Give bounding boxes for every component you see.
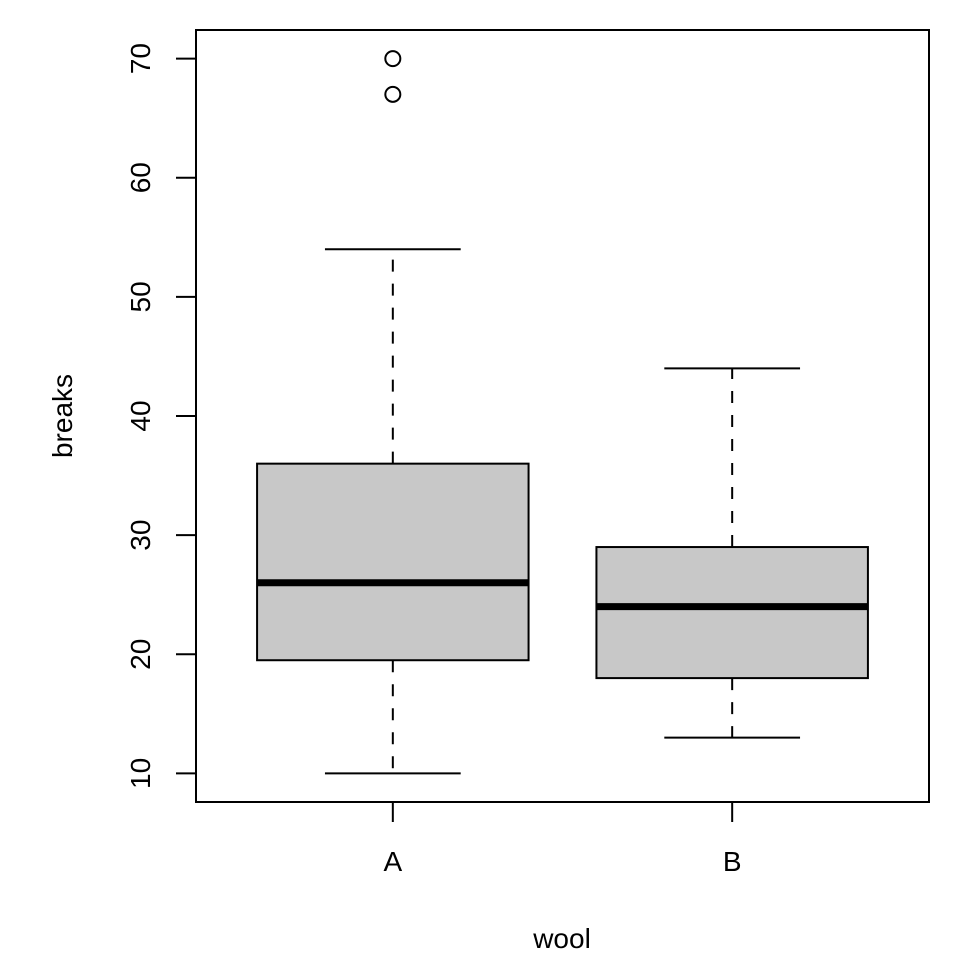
y-tick-label: 60 <box>125 162 156 193</box>
iqr-box <box>256 462 530 662</box>
y-axis: 10 20 30 40 50 60 70 <box>125 43 197 789</box>
y-tick-label: 20 <box>125 639 156 670</box>
plot-frame <box>195 29 930 803</box>
iqr-box <box>595 546 869 680</box>
x-axis-label: wool <box>532 923 591 954</box>
x-tick-label: A <box>383 846 402 877</box>
box-group <box>256 50 530 775</box>
y-tick-label: 50 <box>125 281 156 312</box>
y-tick-label: 70 <box>125 43 156 74</box>
outlier-point <box>384 85 402 103</box>
y-tick-label: 10 <box>125 758 156 789</box>
y-tick-label: 40 <box>125 400 156 431</box>
y-axis-label: breaks <box>47 374 78 458</box>
boxes <box>256 50 869 775</box>
outlier-point <box>384 50 402 68</box>
y-tick-label: 30 <box>125 520 156 551</box>
box-group <box>595 367 869 739</box>
x-tick-label: B <box>723 846 742 877</box>
